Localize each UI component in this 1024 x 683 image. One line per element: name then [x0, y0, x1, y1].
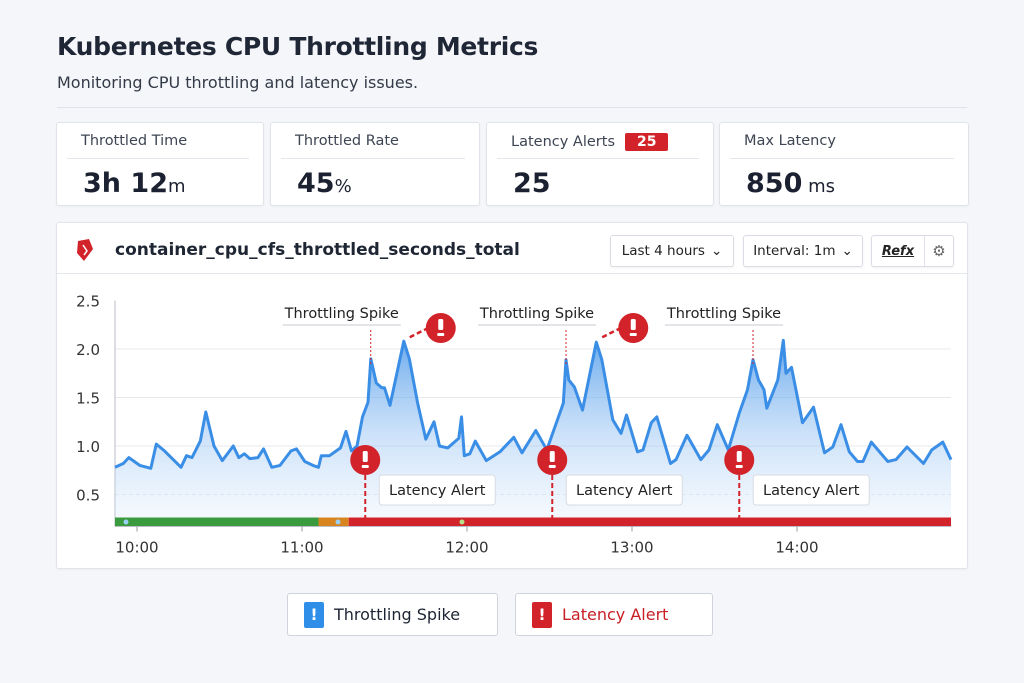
x-tick-label: 11:00	[280, 539, 323, 557]
x-tick-label: 12:00	[445, 539, 488, 557]
alert-icon-glyph	[629, 333, 637, 336]
stat-unit: %	[334, 176, 352, 197]
latency-alert-label: Latency Alert	[576, 483, 673, 499]
latency-alert-label: Latency Alert	[389, 483, 486, 499]
alert-icon-glyph	[549, 451, 555, 462]
latency-alert-box	[565, 474, 683, 506]
alert-icon-glyph	[362, 451, 368, 462]
metric-icon	[77, 239, 93, 261]
stat-max-latency: Max Latency 850 ms	[719, 122, 969, 206]
stat-throttled-rate: Throttled Rate 45%	[270, 122, 480, 206]
alert-icon-glyph	[630, 319, 636, 330]
alert-icon-glyph	[736, 451, 742, 462]
chevron-down-icon: ⌄	[710, 243, 723, 259]
x-tick-label: 10:00	[115, 539, 158, 557]
alert-icon-glyph	[548, 465, 556, 468]
stat-value: 45	[297, 168, 335, 199]
throttling-spike-label: Throttling Spike	[284, 306, 399, 322]
y-tick-label: 1.5	[76, 390, 100, 408]
status-segment-warn	[318, 517, 349, 527]
status-marker	[123, 519, 129, 525]
interval-label: Interval: 1m	[753, 243, 836, 259]
latency-alert-box	[378, 474, 496, 506]
gear-icon[interactable]: ⚙	[932, 242, 946, 260]
time-range-dropdown[interactable]: Last 4 hours ⌄	[610, 235, 734, 267]
legend-latency-alert[interactable]: ! Latency Alert	[515, 593, 713, 636]
legend-throttling-spike[interactable]: ! Throttling Spike	[287, 593, 498, 636]
stat-value: 850	[746, 168, 803, 199]
alert-icon-glyph	[437, 333, 445, 336]
stat-label: Latency Alerts	[511, 134, 615, 150]
series-line	[114, 338, 953, 470]
status-segment-alert	[348, 517, 951, 527]
time-range-label: Last 4 hours	[621, 243, 705, 259]
alert-icon-glyph	[735, 465, 743, 468]
series-area	[115, 340, 951, 527]
stat-unit: ms	[802, 176, 836, 197]
throttling-spike-label: Throttling Spike	[479, 306, 594, 322]
alert-count-badge: 25	[625, 133, 669, 151]
y-tick-label: 1.0	[76, 438, 100, 456]
panel-title: container_cpu_cfs_throttled_seconds_tota…	[115, 240, 520, 260]
stat-label: Max Latency	[744, 133, 836, 149]
legend-label: Throttling Spike	[334, 605, 461, 624]
refresh-button[interactable]: Refx	[881, 243, 915, 259]
info-icon: !	[304, 601, 324, 628]
stat-label: Throttled Rate	[295, 133, 399, 149]
alert-icon-glyph	[438, 319, 444, 330]
status-marker	[335, 519, 341, 525]
throttling-spike-label: Throttling Spike	[666, 306, 781, 322]
status-segment-ok	[115, 517, 319, 527]
stat-label: Throttled Time	[81, 133, 188, 149]
page-subtitle: Monitoring CPU throttling and latency is…	[57, 73, 419, 92]
x-tick-label: 14:00	[775, 539, 818, 557]
latency-alert-label: Latency Alert	[763, 483, 860, 499]
stat-throttled-time: Throttled Time 3h 12m	[56, 122, 264, 206]
page-title: Kubernetes CPU Throttling Metrics	[57, 32, 539, 61]
x-tick-label: 13:00	[610, 539, 653, 557]
alert-connector	[409, 324, 435, 339]
latency-alert-box	[752, 474, 870, 506]
y-tick-label: 0.5	[76, 487, 100, 505]
stat-value: 3h 12	[83, 168, 168, 199]
status-marker	[459, 519, 465, 525]
alert-icon-glyph	[361, 465, 369, 468]
divider	[57, 107, 967, 108]
stat-latency-alerts: Latency Alerts 25 25	[486, 122, 714, 206]
alert-icon: !	[532, 601, 552, 628]
y-tick-label: 2.5	[76, 293, 100, 311]
stat-unit: m	[167, 176, 186, 197]
chevron-down-icon: ⌄	[841, 243, 853, 259]
refresh-settings-group: Refx ⚙	[871, 235, 954, 267]
alert-connector	[601, 324, 627, 339]
legend-label: Latency Alert	[562, 605, 669, 624]
stat-value: 25	[513, 168, 551, 199]
y-tick-label: 2.0	[76, 341, 100, 359]
interval-dropdown[interactable]: Interval: 1m ⌄	[743, 235, 863, 267]
